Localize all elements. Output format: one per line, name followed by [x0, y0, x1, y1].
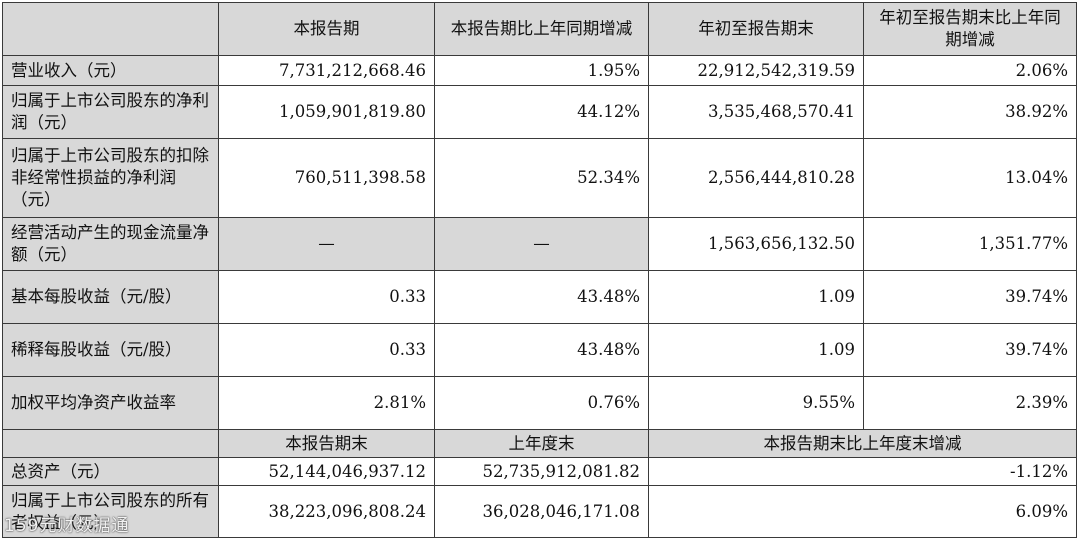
sub-header-corner-cell	[2, 429, 219, 458]
cell-value: 2.06%	[863, 55, 1077, 86]
cell-value: 0.33	[218, 270, 435, 324]
cell-value: 38.92%	[863, 85, 1077, 139]
row-label: 归属于上市公司股东的净利润（元）	[2, 85, 219, 139]
sub-header-row: 本报告期末 上年度末 本报告期末比上年度末增减	[2, 429, 1077, 458]
row-label: 营业收入（元）	[2, 55, 219, 86]
header-ytd: 年初至报告期末	[648, 2, 864, 56]
cell-value: 39.74%	[863, 270, 1077, 324]
header-prior-year-end: 上年度末	[434, 429, 649, 458]
table-row: 归属于上市公司股东的扣除非经常性损益的净利润（元） 760,511,398.58…	[2, 138, 1077, 218]
cell-value: 0.76%	[434, 376, 649, 430]
cell-value: 52,735,912,081.82	[434, 457, 649, 486]
cell-value: 38,223,096,808.24	[218, 485, 435, 538]
cell-value: 1,351.77%	[863, 217, 1077, 271]
cell-value: 52,144,046,937.12	[218, 457, 435, 486]
cell-value: 2,556,444,810.28	[648, 138, 864, 218]
watermark: 159元财数据通	[4, 516, 130, 536]
cell-value: —	[218, 217, 435, 271]
cell-value: 2.39%	[863, 376, 1077, 430]
header-period-end: 本报告期末	[218, 429, 435, 458]
header-period-end-change: 本报告期末比上年度末增减	[648, 429, 1077, 458]
table-row: 归属于上市公司股东的所有者权益（元） 38,223,096,808.24 36,…	[2, 485, 1077, 538]
table-row: 经营活动产生的现金流量净额（元） — — 1,563,656,132.50 1,…	[2, 217, 1077, 271]
cell-value: 0.33	[218, 323, 435, 377]
cell-value: 3,535,468,570.41	[648, 85, 864, 139]
cell-value: —	[434, 217, 649, 271]
header-current-period: 本报告期	[218, 2, 435, 56]
cell-value: 36,028,046,171.08	[434, 485, 649, 538]
cell-value: 7,731,212,668.46	[218, 55, 435, 86]
cell-value: 43.48%	[434, 323, 649, 377]
header-corner-cell	[2, 2, 219, 56]
cell-value: 1.95%	[434, 55, 649, 86]
cell-value: 1,059,901,819.80	[218, 85, 435, 139]
cell-value: 13.04%	[863, 138, 1077, 218]
cell-value: 39.74%	[863, 323, 1077, 377]
cell-value: 9.55%	[648, 376, 864, 430]
row-label: 归属于上市公司股东的扣除非经常性损益的净利润（元）	[2, 138, 219, 218]
cell-value: 22,912,542,319.59	[648, 55, 864, 86]
cell-value: 6.09%	[648, 485, 1077, 538]
table-row: 基本每股收益（元/股） 0.33 43.48% 1.09 39.74%	[2, 270, 1077, 324]
cell-value: 1.09	[648, 270, 864, 324]
header-row: 本报告期 本报告期比上年同期增减 年初至报告期末 年初至报告期末比上年同期增减	[2, 2, 1077, 56]
row-label: 归属于上市公司股东的所有者权益（元）	[2, 485, 219, 538]
row-label: 加权平均净资产收益率	[2, 376, 219, 430]
row-label: 总资产（元）	[2, 457, 219, 486]
table-row: 加权平均净资产收益率 2.81% 0.76% 9.55% 2.39%	[2, 376, 1077, 430]
cell-value: -1.12%	[648, 457, 1077, 486]
row-label: 基本每股收益（元/股）	[2, 270, 219, 324]
row-label: 经营活动产生的现金流量净额（元）	[2, 217, 219, 271]
cell-value: 760,511,398.58	[218, 138, 435, 218]
table-row: 稀释每股收益（元/股） 0.33 43.48% 1.09 39.74%	[2, 323, 1077, 377]
cell-value: 52.34%	[434, 138, 649, 218]
cell-value: 1,563,656,132.50	[648, 217, 864, 271]
table-row: 归属于上市公司股东的净利润（元） 1,059,901,819.80 44.12%…	[2, 85, 1077, 139]
table-row: 总资产（元） 52,144,046,937.12 52,735,912,081.…	[2, 457, 1077, 486]
cell-value: 1.09	[648, 323, 864, 377]
table-row: 营业收入（元） 7,731,212,668.46 1.95% 22,912,54…	[2, 55, 1077, 86]
header-ytd-yoy: 年初至报告期末比上年同期增减	[863, 2, 1077, 56]
cell-value: 43.48%	[434, 270, 649, 324]
header-current-period-yoy: 本报告期比上年同期增减	[434, 2, 649, 56]
row-label: 稀释每股收益（元/股）	[2, 323, 219, 377]
cell-value: 2.81%	[218, 376, 435, 430]
cell-value: 44.12%	[434, 85, 649, 139]
